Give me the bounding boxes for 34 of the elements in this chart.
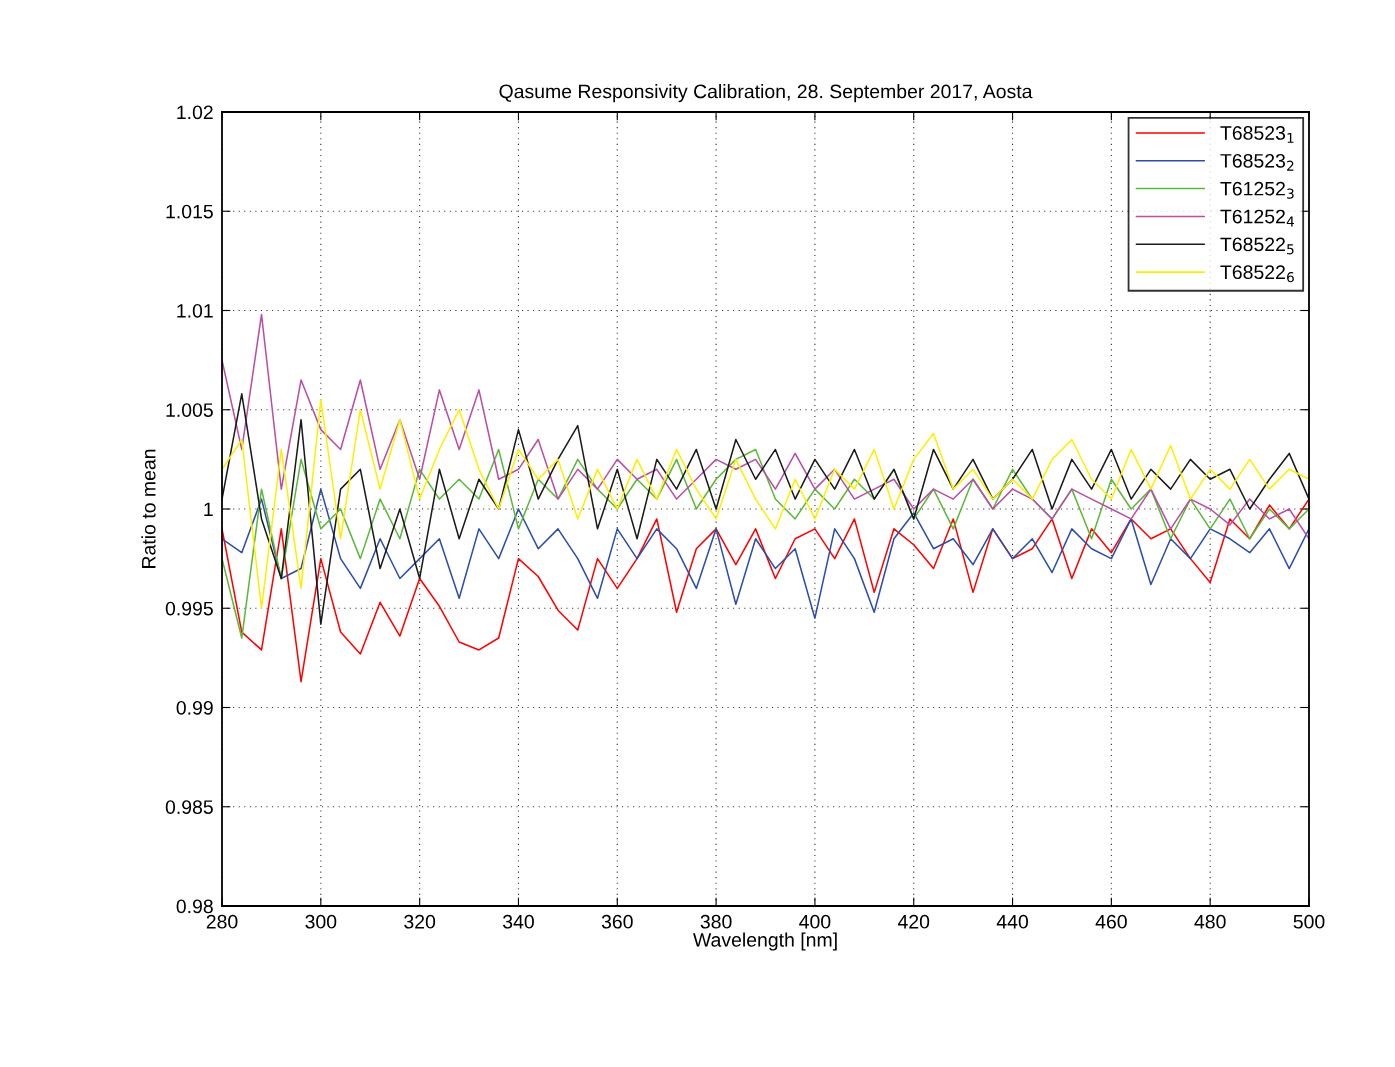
x-tick-label: 420 — [897, 914, 930, 929]
x-tick-label: 280 — [206, 914, 238, 929]
legend-label: T61252$_{3}$ — [1220, 181, 1294, 199]
y-tick-label: 1.005 — [166, 403, 213, 417]
y-tick-label: 0.99 — [176, 700, 213, 715]
y-tick-label: 0.995 — [165, 601, 213, 616]
y-tick-label: 1.015 — [166, 204, 213, 219]
x-tick-label: 380 — [700, 914, 732, 929]
x-tick-label: 320 — [404, 914, 436, 929]
y-tick-label: 1 — [204, 502, 213, 517]
x-tick-label: 460 — [1095, 914, 1127, 929]
x-tick-label: 400 — [799, 914, 831, 929]
x-axis-title: Wavelength [nm] — [693, 932, 837, 951]
legend-label: T68523$_{2}$ — [1220, 153, 1294, 171]
x-tick-label: 300 — [305, 914, 337, 929]
y-tick-label: 0.98 — [176, 899, 213, 914]
line-series — [222, 313, 1309, 540]
line-series — [222, 498, 1309, 683]
y-tick-label: 0.985 — [165, 800, 213, 814]
chart-title: Qasume Responsivity Calibration, 28. September 2017, Aosta — [499, 84, 1033, 103]
y-tick-label: 1.02 — [177, 105, 213, 120]
x-tick-label: 360 — [601, 914, 633, 929]
legend-label: T68522$_{6}$ — [1220, 265, 1294, 283]
y-tick-label: 1.01 — [177, 303, 213, 318]
x-tick-label: 340 — [502, 914, 534, 929]
x-tick-label: 500 — [1293, 914, 1325, 929]
x-tick-label: 480 — [1194, 914, 1226, 929]
line-series — [222, 448, 1309, 639]
y-axis-title: Ratio to mean — [141, 449, 156, 568]
legend-label: T68522$_{5}$ — [1220, 237, 1294, 255]
legend-label: T61252$_{4}$ — [1220, 209, 1294, 227]
x-tick-label: 440 — [996, 914, 1029, 929]
legend-label: T68523$_{1}$ — [1220, 126, 1294, 143]
line-series — [222, 488, 1309, 619]
